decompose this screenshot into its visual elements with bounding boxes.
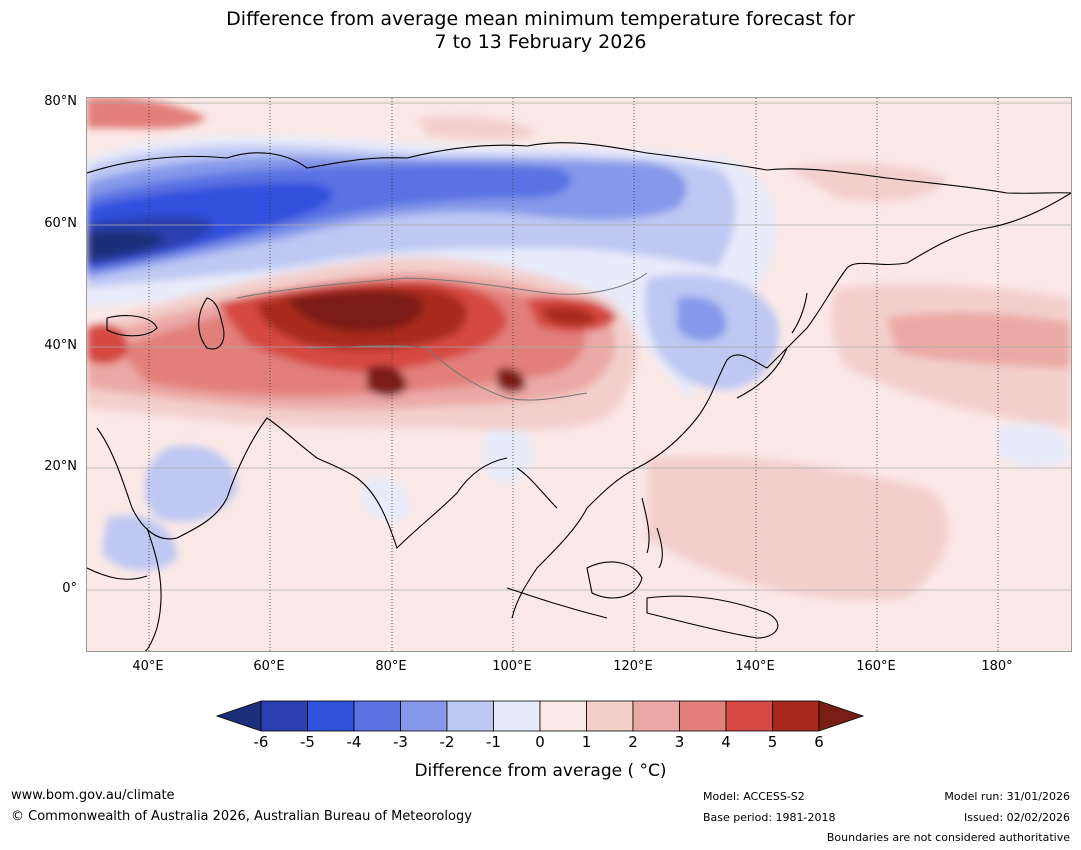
lon-label-60e: 60°E	[239, 659, 299, 674]
colorbar-tick-label: -1	[479, 733, 509, 751]
colorbar-tick-label: -3	[386, 733, 416, 751]
colorbar-tick-label: 1	[572, 733, 602, 751]
title-line-2: 7 to 13 February 2026	[0, 31, 1081, 54]
colorbar-tick-label: -5	[293, 733, 323, 751]
issued-text: Issued: 02/02/2026	[964, 811, 1070, 824]
colorbar-segment	[494, 701, 541, 731]
lat-label-0: 0°	[62, 581, 77, 596]
disclaimer-text: Boundaries are not considered authoritat…	[827, 831, 1070, 844]
map-svg	[87, 98, 1071, 651]
colorbar-segment	[587, 701, 634, 731]
model-text: Model: ACCESS-S2	[703, 790, 805, 803]
lon-label-120e: 120°E	[603, 659, 663, 674]
colorbar-segment	[773, 701, 820, 731]
colorbar-tick-label: 3	[665, 733, 695, 751]
base-period-text: Base period: 1981-2018	[703, 811, 835, 824]
chart-title: Difference from average mean minimum tem…	[0, 8, 1081, 54]
lat-label-40n: 40°N	[44, 338, 77, 353]
lat-label-80n: 80°N	[44, 94, 77, 109]
lon-label-160e: 160°E	[846, 659, 906, 674]
colorbar	[216, 700, 866, 732]
colorbar-segment	[633, 701, 680, 731]
title-line-1: Difference from average mean minimum tem…	[0, 8, 1081, 31]
colorbar-tick-label: -2	[432, 733, 462, 751]
colorbar-segment	[308, 701, 355, 731]
colorbar-segment	[261, 701, 308, 731]
colorbar-segment	[726, 701, 773, 731]
colorbar-segment	[401, 701, 448, 731]
lon-label-140e: 140°E	[725, 659, 785, 674]
lon-label-100e: 100°E	[482, 659, 542, 674]
colorbar-label: Difference from average ( °C)	[0, 761, 1081, 781]
lon-label-180: 180°	[967, 659, 1027, 674]
lon-label-80e: 80°E	[361, 659, 421, 674]
colorbar-tick-label: 6	[804, 733, 834, 751]
colorbar-tick-label: 0	[525, 733, 555, 751]
lat-label-20n: 20°N	[44, 459, 77, 474]
copyright-text: © Commonwealth of Australia 2026, Austra…	[11, 809, 472, 824]
lon-label-40e: 40°E	[118, 659, 178, 674]
model-run-text: Model run: 31/01/2026	[944, 790, 1070, 803]
forecast-map	[86, 97, 1072, 652]
website-link[interactable]: www.bom.gov.au/climate	[11, 788, 175, 803]
colorbar-segment	[680, 701, 727, 731]
colorbar-tick-label: 5	[758, 733, 788, 751]
colorbar-segment	[540, 701, 587, 731]
colorbar-tick-label: -4	[339, 733, 369, 751]
colorbar-extend-high	[819, 701, 863, 731]
colorbar-extend-low	[217, 701, 261, 731]
colorbar-tick-label: 2	[618, 733, 648, 751]
colorbar-segment	[447, 701, 494, 731]
lat-label-60n: 60°N	[44, 216, 77, 231]
colorbar-tick-label: -6	[246, 733, 276, 751]
colorbar-segment	[354, 701, 401, 731]
colorbar-tick-label: 4	[711, 733, 741, 751]
